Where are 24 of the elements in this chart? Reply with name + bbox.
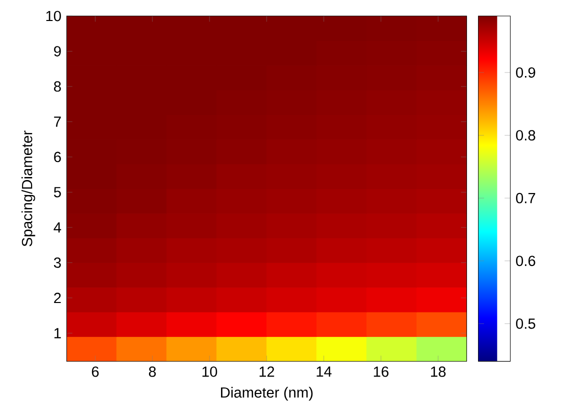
x-axis-title: Diameter (nm): [221, 386, 313, 401]
x-tick-label: 12: [260, 366, 274, 377]
y-axis-title: Spacing/Diameter: [21, 130, 36, 246]
color-bar-label: 0.8: [516, 130, 536, 140]
color-bar-label: 0.9: [516, 67, 536, 78]
x-tick-label: 14: [316, 366, 332, 377]
y-tick-label: 9: [54, 46, 61, 56]
x-tick-label: 10: [202, 366, 218, 377]
y-tick-label: 6: [54, 152, 61, 162]
x-tick-label: 8: [148, 366, 156, 377]
color-bar-label: 0.6: [516, 256, 536, 266]
y-tick-label: 10: [46, 10, 61, 22]
y-tick-label: 5: [54, 187, 61, 198]
color-bar-label: 0.7: [516, 192, 536, 204]
y-tick-label: 2: [54, 292, 61, 304]
y-tick-label: 4: [54, 222, 62, 232]
x-tick-label: 6: [92, 366, 99, 377]
y-tick-label: 1: [54, 328, 61, 338]
y-tick-label: 7: [54, 116, 61, 127]
y-tick-label: 3: [54, 257, 61, 268]
x-tick-label: 16: [374, 366, 388, 377]
y-tick-label: 8: [54, 81, 61, 92]
x-tick-label: 18: [431, 366, 446, 377]
color-bar-label: 0.5: [516, 318, 536, 329]
